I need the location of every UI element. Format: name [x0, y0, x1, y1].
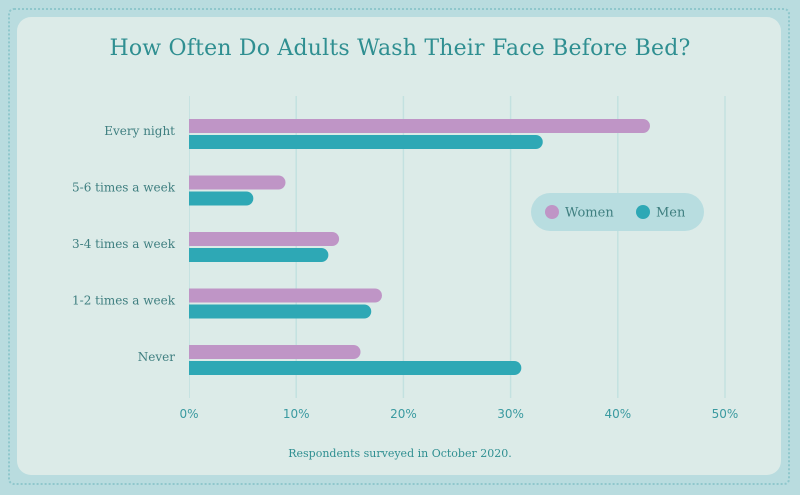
- survey-note: Respondents surveyed in October 2020.: [288, 447, 512, 460]
- bar-men: [182, 191, 254, 206]
- bar-women: [182, 288, 382, 303]
- legend: Women Men: [531, 193, 704, 231]
- x-tick-label-10: 10%: [283, 407, 310, 421]
- bar-women: [182, 232, 340, 246]
- bar-women: [182, 119, 650, 133]
- bar-women: [182, 175, 286, 190]
- category-label: Every night: [104, 124, 175, 138]
- legend-swatch-men: [636, 205, 650, 219]
- category-label: 5-6 times a week: [72, 181, 176, 195]
- x-tick-label-50: 50%: [712, 407, 739, 421]
- x-tick-label-30: 30%: [497, 407, 524, 421]
- bar-men: [182, 304, 372, 319]
- x-tick-labels: 0% 10% 20% 30% 40% 50%: [179, 407, 738, 421]
- outer-frame: [8, 8, 790, 485]
- category-label: Never: [138, 350, 175, 364]
- legend-label-men: Men: [656, 206, 686, 221]
- bars: [181, 96, 650, 398]
- category-label: 3-4 times a week: [72, 237, 176, 251]
- bar-men: [182, 361, 522, 375]
- chart-title: How Often Do Adults Wash Their Face Befo…: [109, 36, 691, 61]
- x-tick-label-40: 40%: [604, 407, 631, 421]
- bar-men: [182, 135, 543, 149]
- x-tick-label-0: 0%: [179, 407, 198, 421]
- category-label: 1-2 times a week: [72, 294, 176, 308]
- category-labels: Every night 5-6 times a week 3-4 times a w…: [72, 124, 176, 364]
- legend-background: [531, 193, 704, 231]
- legend-label-women: Women: [565, 206, 614, 221]
- bar-women: [182, 345, 361, 359]
- x-tick-label-20: 20%: [390, 407, 417, 421]
- bar-men: [182, 248, 329, 262]
- legend-swatch-women: [545, 205, 559, 219]
- chart-panel: [17, 17, 781, 475]
- axis-mask: [181, 96, 189, 398]
